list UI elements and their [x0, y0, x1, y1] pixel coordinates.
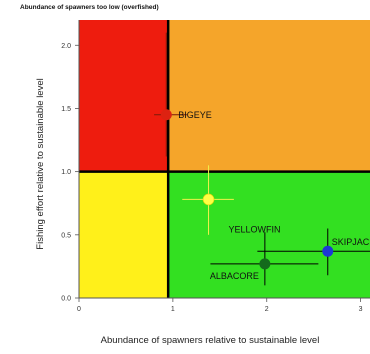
y-axis-title: Fishing effort relative to sustainable l… — [35, 78, 46, 249]
quadrant-top-left — [79, 20, 169, 172]
skipjack-label: SKIPJACK — [332, 237, 370, 247]
skipjack-point — [322, 245, 334, 257]
quadrant-bottom-left — [79, 171, 169, 298]
y-tick-label: 1.5 — [61, 106, 71, 113]
x-axis-title: Abundance of spawners relative to sustai… — [101, 335, 320, 346]
quadrant-top-right — [168, 20, 370, 172]
y-tick-label: 0.0 — [61, 296, 71, 303]
top-annotation: Abundance of spawners too low (overfishe… — [20, 4, 159, 11]
x-tick-label: 3 — [359, 306, 363, 313]
x-tick-label: 2 — [265, 306, 269, 313]
yellowfin-label: YELLOWFIN — [229, 224, 281, 234]
y-tick-label: 0.5 — [61, 232, 71, 239]
y-tick-label: 2.0 — [61, 43, 71, 50]
x-tick-label: 0 — [77, 306, 81, 313]
bigeye-label: BIGEYE — [178, 110, 212, 120]
albacore-label: ALBACORE — [210, 271, 259, 281]
y-tick-label: 1.0 — [61, 169, 71, 176]
albacore-point — [259, 258, 271, 270]
plot-area: 0.0 0.5 1.0 1.5 2.0 0 1 2 3 BIGEYE YELLOWFIN SKIPJA… — [61, 20, 370, 313]
quadrant-bottom-right — [168, 171, 370, 298]
yellowfin-point — [202, 193, 215, 206]
x-tick-label: 1 — [171, 306, 175, 313]
bigeye-point — [160, 109, 172, 121]
